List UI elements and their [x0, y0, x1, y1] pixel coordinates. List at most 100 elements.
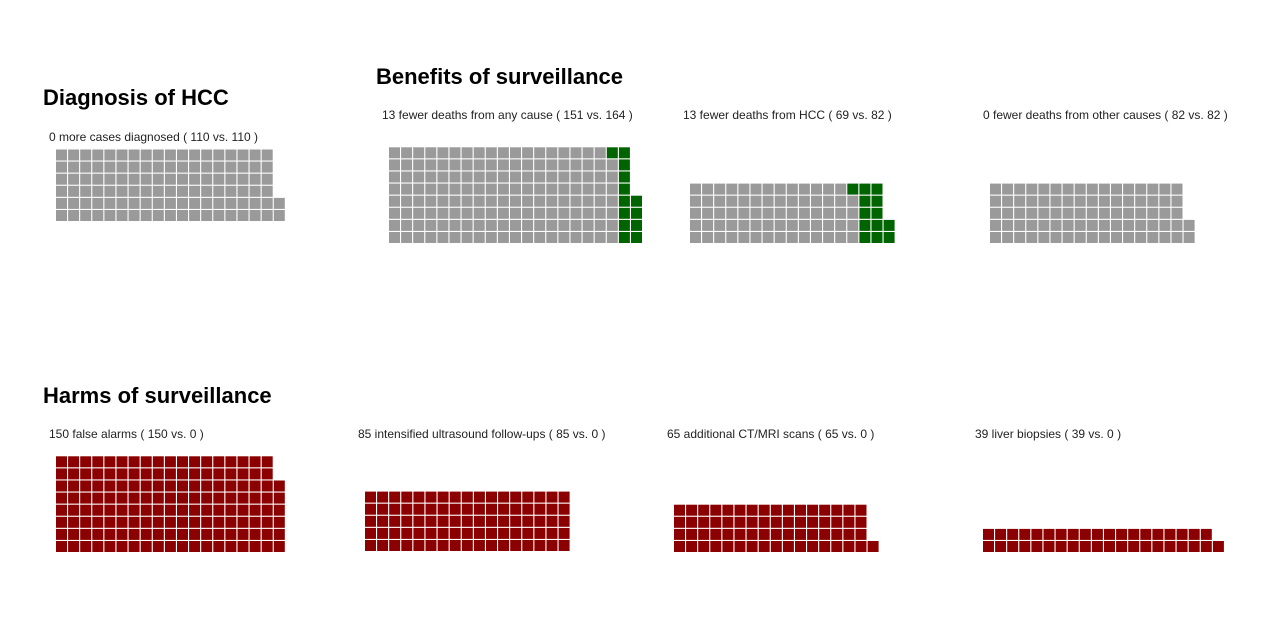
waffle-cell-benefit [859, 219, 871, 231]
waffle-cell-benefit [871, 195, 883, 207]
waffle-cell-neutral [473, 207, 485, 219]
waffle-cell-harm [68, 468, 80, 480]
waffle-cell-harm [449, 540, 461, 551]
waffle-cell-neutral [1038, 219, 1050, 231]
waffle-cell-harm [510, 491, 522, 503]
waffle-cell-harm [486, 515, 497, 527]
waffle-cell-harm [56, 492, 67, 504]
waffle-cell-harm [1152, 528, 1164, 540]
waffle-cell-neutral [389, 232, 400, 243]
waffle-cell-neutral [750, 232, 762, 243]
waffle-cell-neutral [437, 159, 449, 171]
waffle-cell-harm [164, 516, 176, 528]
waffle-cell-neutral [835, 207, 847, 219]
waffle-cell-neutral [1050, 219, 1062, 231]
waffle-cell-neutral [449, 171, 461, 183]
waffle-cell-neutral [425, 171, 437, 183]
waffle-cell-neutral [140, 161, 152, 173]
waffle-chart-deaths-other [990, 183, 1195, 243]
waffle-cell-neutral [497, 207, 509, 219]
waffle-cell-harm [389, 491, 401, 503]
waffle-cell-neutral [1123, 232, 1135, 243]
waffle-cell-neutral [1098, 195, 1110, 207]
waffle-cell-neutral [823, 207, 835, 219]
waffle-panel-deaths-any-cause: 13 fewer deaths from any cause ( 151 vs.… [382, 109, 642, 249]
waffle-cell-neutral [485, 232, 497, 243]
waffle-cell-harm [867, 541, 879, 552]
waffle-cell-neutral [1038, 183, 1050, 195]
waffle-cell-neutral [1062, 183, 1074, 195]
waffle-cell-harm [758, 528, 770, 540]
waffle-cell-neutral [389, 207, 400, 219]
waffle-cell-neutral [1074, 183, 1086, 195]
waffle-cell-harm [425, 515, 437, 527]
waffle-cell-neutral [1111, 219, 1122, 231]
waffle-cell-neutral [56, 185, 67, 197]
waffle-cell-harm [995, 528, 1007, 540]
waffle-cell-harm [558, 540, 570, 551]
waffle-cell-harm [486, 491, 497, 503]
waffle-cell-neutral [510, 207, 521, 219]
waffle-cell-harm [413, 503, 425, 515]
waffle-cell-harm [843, 541, 855, 552]
waffle-cell-harm [225, 480, 237, 492]
waffle-cell-neutral [104, 185, 116, 197]
waffle-cell-harm [128, 516, 140, 528]
waffle-cell-neutral [485, 183, 497, 195]
waffle-cell-harm [674, 516, 685, 528]
waffle-cell-harm [261, 480, 273, 492]
waffle-cell-harm [401, 527, 413, 539]
waffle-cell-neutral [1086, 232, 1098, 243]
waffle-cell-neutral [847, 219, 859, 231]
waffle-cell-neutral [1026, 219, 1038, 231]
waffle-cell-neutral [1074, 219, 1086, 231]
waffle-cell-harm [116, 528, 128, 540]
waffle-cell-harm [734, 516, 746, 528]
waffle-cell-neutral [606, 207, 618, 219]
waffle-cell-neutral [116, 197, 128, 209]
waffle-cell-neutral [702, 183, 714, 195]
waffle-cell-harm [104, 541, 116, 552]
waffle-cell-harm [674, 541, 685, 552]
waffle-cell-neutral [823, 195, 835, 207]
waffle-cell-neutral [1183, 232, 1195, 243]
waffle-cell-harm [546, 527, 558, 539]
waffle-cell-neutral [437, 147, 449, 159]
waffle-cell-neutral [128, 197, 140, 209]
waffle-cell-harm [686, 541, 698, 552]
waffle-cell-harm [177, 456, 188, 468]
waffle-cell-harm [189, 456, 201, 468]
waffle-cell-harm [365, 540, 376, 551]
waffle-cell-neutral [738, 207, 750, 219]
waffle-cell-neutral [201, 173, 213, 185]
waffle-cell-harm [201, 504, 213, 516]
waffle-cell-neutral [1159, 207, 1171, 219]
waffle-cell-harm [249, 504, 261, 516]
waffle-cell-harm [152, 480, 164, 492]
waffle-cell-neutral [425, 207, 437, 219]
waffle-cell-harm [189, 504, 201, 516]
waffle-cell-harm [177, 528, 188, 540]
waffle-cell-harm [116, 504, 128, 516]
waffle-cell-neutral [237, 149, 249, 161]
waffle-cell-neutral [1002, 219, 1014, 231]
waffle-cell-harm [425, 527, 437, 539]
waffle-cell-neutral [425, 232, 437, 243]
waffle-cell-harm [1079, 541, 1091, 552]
waffle-cell-harm [698, 504, 710, 516]
waffle-cell-harm [1079, 528, 1091, 540]
waffle-cell-benefit [618, 207, 630, 219]
waffle-cell-neutral [401, 219, 413, 231]
waffle-cell-harm [674, 528, 685, 540]
waffle-cell-harm [225, 528, 237, 540]
waffle-cell-harm [449, 527, 461, 539]
waffle-panel-ct-mri-scans: 65 additional CT/MRI scans ( 65 vs. 0 ) [667, 428, 927, 558]
waffle-cell-harm [1188, 541, 1200, 552]
waffle-cell-harm [164, 468, 176, 480]
waffle-cell-harm [437, 527, 449, 539]
waffle-cell-neutral [606, 219, 618, 231]
waffle-cell-neutral [461, 232, 473, 243]
waffle-cell-neutral [558, 147, 570, 159]
waffle-cell-benefit [618, 183, 630, 195]
waffle-cell-harm [1055, 528, 1067, 540]
